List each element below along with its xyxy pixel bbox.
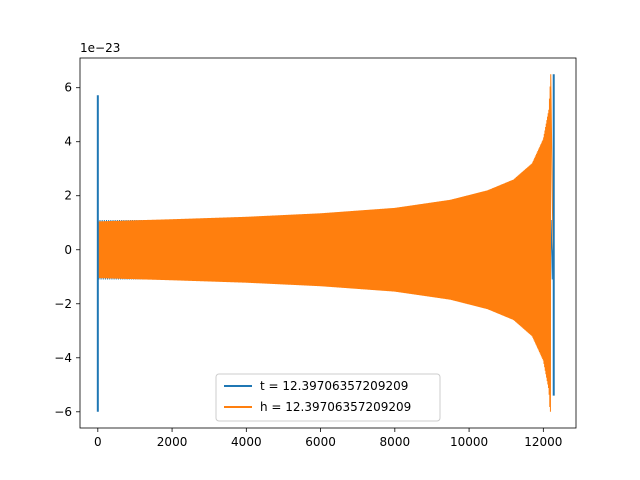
y-tick-label: 6 [64,81,72,95]
y-tick-label: 2 [64,189,72,203]
x-tick-label: 8000 [380,435,411,449]
series-h-line [97,74,554,412]
y-offset-text: 1e−23 [80,41,120,55]
y-tick-label: −4 [54,351,72,365]
y-tick-label: −6 [54,405,72,419]
axes-frame [79,57,577,429]
x-tick-label: 2000 [157,435,188,449]
x-tick-label: 10000 [450,435,488,449]
x-tick-label: 12000 [524,435,562,449]
y-tick-label: 0 [64,243,72,257]
legend-label-h: h = 12.39706357209209 [260,400,411,414]
plot-content [96,74,555,412]
y-axis-ticks: −6 −4 −2 0 2 4 6 [54,81,80,419]
x-axis-ticks: 0 2000 4000 6000 8000 10000 12000 [94,428,562,449]
x-tick-label: 0 [94,435,102,449]
y-tick-label: 4 [64,135,72,149]
x-tick-label: 4000 [231,435,262,449]
x-tick-label: 6000 [305,435,336,449]
legend: t = 12.39706357209209 h = 12.39706357209… [215,373,441,422]
legend-label-t: t = 12.39706357209209 [260,379,408,393]
y-tick-label: −2 [54,297,72,311]
legend-box [215,373,441,422]
